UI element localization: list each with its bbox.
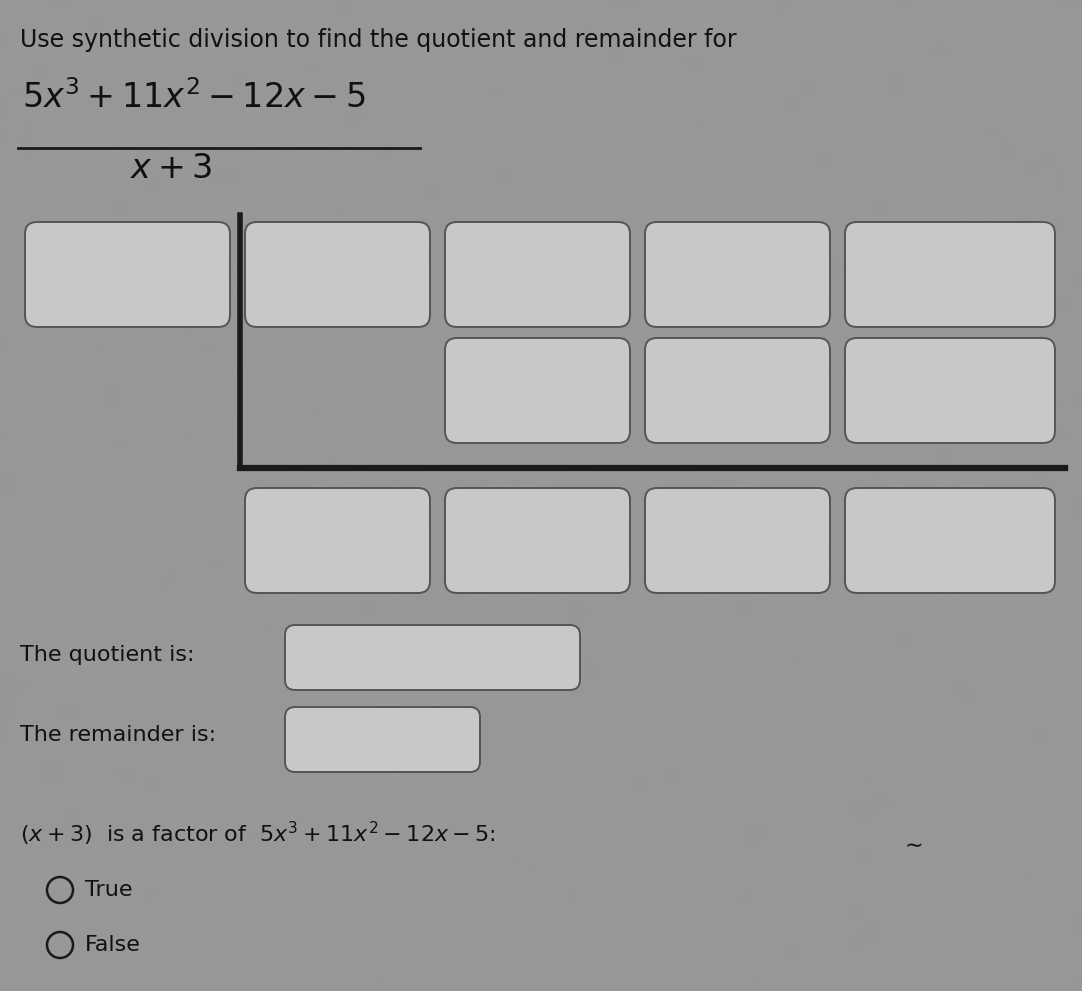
FancyBboxPatch shape [25, 222, 230, 327]
Text: $\sim$: $\sim$ [900, 835, 923, 855]
Text: Use synthetic division to find the quotient and remainder for: Use synthetic division to find the quoti… [19, 28, 737, 52]
Text: The remainder is:: The remainder is: [19, 725, 216, 745]
FancyBboxPatch shape [845, 338, 1055, 443]
Text: $5x^3 + 11x^2 - 12x - 5$: $5x^3 + 11x^2 - 12x - 5$ [22, 80, 366, 115]
FancyBboxPatch shape [845, 488, 1055, 593]
Text: True: True [85, 880, 132, 900]
FancyBboxPatch shape [285, 707, 480, 772]
Text: $(x + 3)$  is a factor of  $5x^3 + 11x^2 - 12x - 5$:: $(x + 3)$ is a factor of $5x^3 + 11x^2 -… [19, 820, 496, 848]
FancyBboxPatch shape [645, 338, 830, 443]
FancyBboxPatch shape [245, 488, 430, 593]
FancyBboxPatch shape [645, 488, 830, 593]
FancyBboxPatch shape [285, 625, 580, 690]
FancyBboxPatch shape [845, 222, 1055, 327]
Text: False: False [85, 935, 141, 955]
Text: $x + 3$: $x + 3$ [130, 152, 212, 185]
Text: The quotient is:: The quotient is: [19, 645, 195, 665]
FancyBboxPatch shape [445, 488, 630, 593]
FancyBboxPatch shape [445, 222, 630, 327]
FancyBboxPatch shape [245, 222, 430, 327]
FancyBboxPatch shape [645, 222, 830, 327]
FancyBboxPatch shape [445, 338, 630, 443]
